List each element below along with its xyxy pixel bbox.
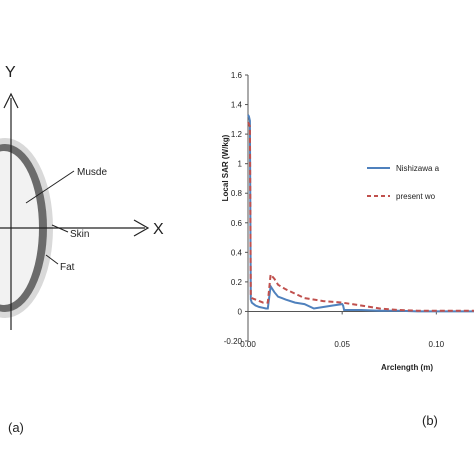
x-axis-title: Arclength (m)	[381, 363, 433, 372]
legend-label-series-1: Nishizawa a	[396, 164, 440, 173]
legend-label-series-2: present wo	[396, 192, 436, 201]
muscle-label: Musde	[77, 167, 107, 178]
y-tick-label: 0.8	[231, 189, 243, 198]
x-tick-labels: 0.00 0.05 0.10	[240, 311, 445, 349]
x-tick-label: 0.00	[240, 340, 256, 349]
x-axis-label: X	[153, 221, 164, 238]
y-tick-label: 1	[238, 160, 243, 169]
y-tick-label: -0.20	[224, 337, 243, 346]
y-tick-label: 1.6	[231, 71, 243, 80]
panel-label-a: (a)	[8, 420, 24, 435]
series-line-1	[247, 114, 474, 313]
series-lines	[247, 114, 474, 313]
y-tick-label: 0.2	[231, 278, 243, 287]
y-axis-arrowhead	[3, 92, 19, 109]
sar-line-chart: 1.6 1.4 1.2 1 0.8 0.6 0.4 0.2 0 -0.20 0.00 0.05 0.1…	[221, 71, 474, 428]
x-tick-label: 0.10	[429, 340, 445, 349]
cross-section-diagram: Y X Musde Skin Fat (a)	[0, 64, 164, 435]
series-line-2	[247, 121, 474, 312]
panel-label-b: (b)	[422, 413, 438, 428]
x-axis-arrowhead	[133, 219, 150, 237]
x-tick-label: 0.05	[334, 340, 350, 349]
y-tick-label: 0.4	[231, 248, 243, 257]
fat-leader-line	[45, 254, 59, 265]
muscle-leader-line	[25, 170, 75, 204]
y-tick-labels: 1.6 1.4 1.2 1 0.8 0.6 0.4 0.2 0 -0.20	[224, 71, 248, 346]
y-axis-label: Y	[5, 64, 16, 81]
y-tick-label: 0.6	[231, 219, 243, 228]
legend: Nishizawa a present wo	[367, 164, 440, 201]
y-tick-label: 1.2	[231, 130, 243, 139]
y-tick-label: 1.4	[231, 101, 243, 110]
skin-leader-line	[51, 224, 69, 233]
y-axis-title: Local SAR (W/kg)	[221, 134, 230, 201]
fat-label: Fat	[60, 262, 75, 273]
skin-label: Skin	[70, 229, 89, 240]
y-tick-label: 0	[238, 307, 243, 316]
